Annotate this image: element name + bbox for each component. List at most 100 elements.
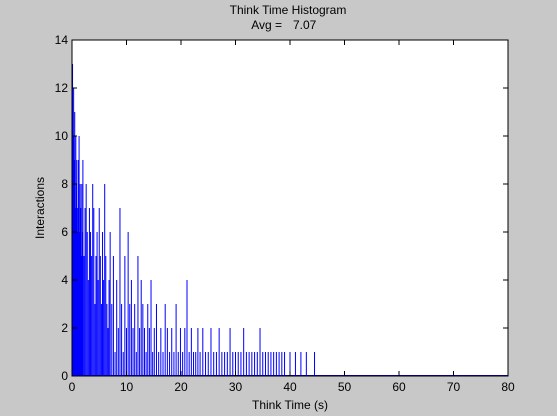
histogram-bar <box>143 328 145 376</box>
y-tick-label: 0 <box>61 369 68 383</box>
histogram-bar <box>79 184 81 376</box>
histogram-bar <box>84 208 86 376</box>
histogram-bar <box>88 208 90 376</box>
histogram-bar <box>251 352 253 376</box>
histogram-bar <box>240 352 242 376</box>
histogram-bar <box>221 352 223 376</box>
y-tick-label: 12 <box>55 81 69 95</box>
histogram-bar <box>150 280 152 376</box>
histogram-bar <box>177 352 179 376</box>
histogram-bar <box>237 352 239 376</box>
histogram-bar <box>158 352 160 376</box>
histogram-bar <box>218 328 220 376</box>
histogram-bar <box>93 208 95 376</box>
y-tick-label: 4 <box>61 273 68 287</box>
x-tick-label: 0 <box>69 380 76 394</box>
histogram-bar <box>314 352 316 376</box>
histogram-bar <box>73 160 75 376</box>
histogram-bar <box>124 256 126 376</box>
x-axis-label: Think Time (s) <box>252 398 328 412</box>
histogram-bar <box>98 208 100 376</box>
histogram-bar <box>130 280 132 376</box>
histogram-bar <box>179 328 181 376</box>
histogram-bar <box>78 136 80 376</box>
histogram-bar <box>72 64 74 376</box>
histogram-bar <box>140 280 142 376</box>
histogram-bar <box>300 352 302 376</box>
histogram-bar <box>259 328 261 376</box>
histogram-bar <box>145 352 147 376</box>
histogram-bar <box>81 232 83 376</box>
histogram-bar <box>132 328 134 376</box>
histogram-bar <box>215 352 217 376</box>
histogram-bar <box>205 352 207 376</box>
histogram-bar <box>267 352 269 376</box>
histogram-bar <box>74 112 76 376</box>
y-tick-label: 8 <box>61 177 68 191</box>
histogram-bar <box>186 280 188 376</box>
histogram-bar <box>139 328 141 376</box>
histogram-bar <box>82 160 84 376</box>
histogram-bar <box>152 352 154 376</box>
histogram-bar <box>94 304 96 376</box>
histogram-bar <box>162 352 164 376</box>
histogram-bar <box>199 352 201 376</box>
histogram-bar <box>256 352 258 376</box>
histogram-bar <box>262 352 264 376</box>
histogram-bar <box>79 232 81 376</box>
histogram-bar <box>210 328 212 376</box>
histogram-bar <box>99 256 101 376</box>
histogram-bar <box>197 328 199 376</box>
histogram-bar <box>147 304 149 376</box>
histogram-bar <box>117 328 119 376</box>
histogram-bar <box>100 304 102 376</box>
histogram-bar <box>96 232 98 376</box>
plot-frame <box>71 39 509 377</box>
histogram-bar <box>166 328 168 376</box>
histogram-bar <box>119 208 121 376</box>
histogram-bar <box>229 328 231 376</box>
histogram-bar <box>188 352 190 376</box>
histogram-bar <box>114 352 116 376</box>
y-tick-label: 10 <box>55 129 69 143</box>
histogram-bar <box>278 352 280 376</box>
histogram-bar <box>284 352 286 376</box>
histogram-bar <box>155 304 157 376</box>
y-tick-label: 14 <box>55 33 69 47</box>
histogram-bar <box>173 352 175 376</box>
y-tick-label: 2 <box>61 321 68 335</box>
histogram-bar <box>193 352 195 376</box>
histogram-bar <box>264 352 266 376</box>
histogram-bar <box>142 304 144 376</box>
histogram-bar <box>107 328 109 376</box>
histogram-bar <box>87 280 89 376</box>
histogram-bar <box>80 256 82 376</box>
histogram-bar <box>171 328 173 376</box>
histogram-bar <box>289 352 291 376</box>
histogram-bar <box>148 328 150 376</box>
x-tick-label: 70 <box>447 380 461 394</box>
histogram-bar <box>78 160 80 376</box>
histogram-bar <box>213 352 215 376</box>
histogram-bar <box>104 184 106 376</box>
histogram-bar <box>164 304 166 376</box>
y-tick-label: 6 <box>61 225 68 239</box>
histogram-bar <box>97 280 99 376</box>
histogram-bar <box>275 352 277 376</box>
histogram-bar <box>102 232 104 376</box>
histogram-bar <box>127 232 129 376</box>
histogram-bar <box>76 232 78 376</box>
histogram-bar <box>190 328 192 376</box>
histogram-bar <box>281 352 283 376</box>
chart-subtitle-label: Avg = <box>251 18 282 32</box>
histogram-bar <box>109 232 111 376</box>
histogram-bar <box>160 328 162 376</box>
histogram-bar <box>74 208 76 376</box>
histogram-bar <box>224 352 226 376</box>
histogram-bar <box>153 328 155 376</box>
histogram-bar <box>80 208 82 376</box>
histogram-bar <box>243 328 245 376</box>
histogram-bar <box>126 328 127 376</box>
histogram-bar <box>72 136 74 376</box>
histogram-bar <box>116 280 118 376</box>
